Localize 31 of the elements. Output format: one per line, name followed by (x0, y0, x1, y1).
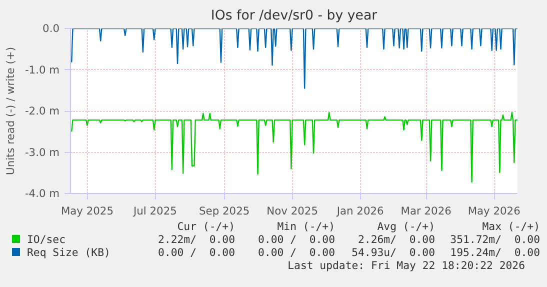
text: Max (-/+) (481, 220, 540, 233)
text: 351.72m/ 0.00 (449, 233, 540, 246)
line-series (71, 112, 518, 183)
text: 195.24m/ 0.00 (449, 246, 540, 259)
line-series (71, 28, 518, 89)
legend-label: IO/sec (26, 233, 66, 246)
chart-title: IOs for /dev/sr0 - by year (210, 8, 378, 24)
text: Cur (-/+) (176, 220, 235, 233)
y-tick-label: -4.0 m (24, 187, 60, 200)
y-tick-label: -2.0 m (24, 104, 60, 118)
text: 2.26m/ 0.00 (357, 233, 435, 246)
x-tick-label: Mar 2026 (400, 204, 452, 218)
x-tick-label: Jul 2025 (132, 204, 177, 218)
x-tick-label: May 2025 (60, 204, 114, 218)
y-tick-label: 0.0 (42, 22, 60, 35)
y-axis-title: Units read (-) / write (+) (4, 47, 17, 175)
text: Min (-/+) (276, 220, 335, 233)
y-tick-label: -1.0 m (24, 63, 60, 76)
text: 54.93u/ 0.00 (350, 246, 435, 259)
text: Avg (-/+) (376, 220, 435, 233)
y-tick-label: -3.0 m (24, 146, 60, 159)
text: 0.00 / 0.00 (157, 246, 235, 259)
x-tick-label: Jan 2026 (336, 204, 384, 218)
x-tick-label: May 2026 (468, 204, 521, 218)
text: Last update: Fri May 22 18:20:22 2026 (286, 259, 525, 272)
legend-label: Req Size (KB) (26, 246, 112, 259)
text: 0.00 / 0.00 (257, 233, 335, 246)
text: 2.22m/ 0.00 (157, 233, 235, 246)
x-tick-label: Sep 2025 (199, 204, 250, 218)
x-tick-label: Nov 2025 (266, 204, 318, 218)
text: 0.00 / 0.00 (257, 246, 335, 259)
